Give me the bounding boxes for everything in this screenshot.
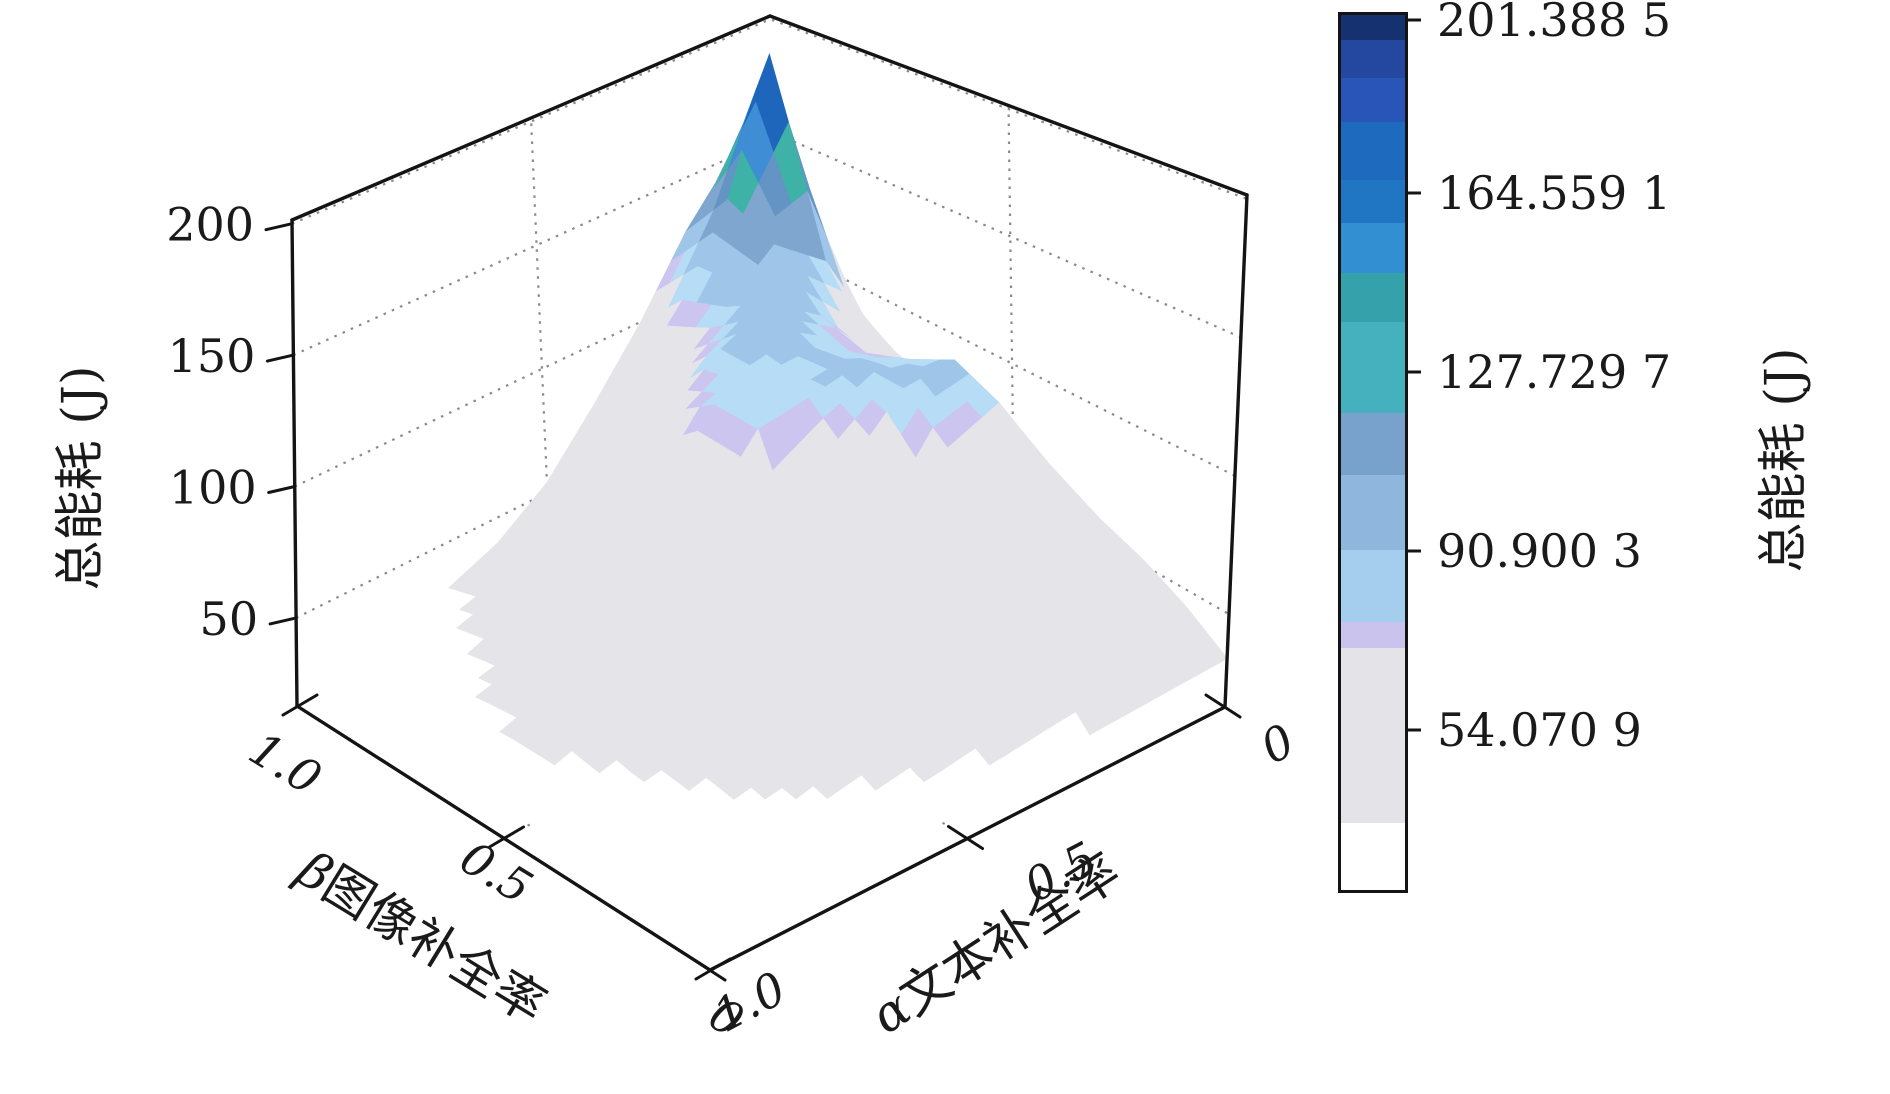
- colorbar-band: [1341, 78, 1405, 122]
- pane-gridline-beta: [1007, 105, 1017, 577]
- colorbar-band: [1341, 475, 1405, 550]
- colorbar-tick-label: 164.559 1: [1437, 166, 1671, 220]
- colorbar-band: [1341, 273, 1405, 322]
- colorbar-band: [1341, 550, 1405, 622]
- colorbar: [1341, 15, 1405, 890]
- colorbar-band: [1341, 648, 1405, 823]
- colorbar-border: [1338, 12, 1408, 893]
- alpha-tick-label: 0: [1252, 713, 1303, 774]
- beta-tick-mark: [281, 693, 319, 717]
- beta-tick-label: 0.5: [451, 830, 542, 914]
- axes-box-edge: [290, 218, 299, 708]
- colorbar-band: [1341, 413, 1405, 475]
- pane-gridline-z: [291, 18, 1248, 225]
- axes-box-edge: [1223, 193, 1249, 709]
- colorbar-title: 总能耗 (J): [1754, 348, 1812, 573]
- colorbar-band: [1341, 15, 1405, 40]
- z-tick-mark: [268, 616, 298, 626]
- z-tick-mark: [265, 353, 295, 363]
- beta-tick-mark: [488, 825, 525, 849]
- colorbar-tick-label: 201.388 5: [1437, 0, 1671, 47]
- colorbar-tick-label: 54.070 9: [1437, 703, 1642, 757]
- alpha-axis-name: 文本补全率: [889, 842, 1130, 1027]
- z-tick-mark: [267, 485, 297, 494]
- z-tick-mark: [264, 222, 294, 232]
- colorbar-tick-label: 127.729 7: [1437, 345, 1671, 399]
- alpha-tick-mark: [689, 956, 727, 982]
- axes-box-edge: [768, 14, 1249, 197]
- colorbar-band: [1341, 40, 1405, 78]
- beta-tick-label: 1.0: [240, 721, 331, 805]
- beta-tick-mark: [694, 957, 732, 981]
- axes-box-edge: [290, 14, 772, 222]
- z-tick-label: 150: [168, 329, 256, 383]
- colorbar-band: [1341, 180, 1405, 223]
- colorbar-band: [1341, 223, 1405, 273]
- z-tick-label: 50: [200, 592, 259, 646]
- colorbar-tick-label: 90.900 3: [1437, 524, 1642, 578]
- z-axis-title: 总能耗 (J): [51, 366, 109, 591]
- colorbar-band: [1341, 622, 1405, 648]
- z-tick-label: 100: [169, 461, 257, 515]
- z-tick-label: 200: [166, 198, 254, 252]
- colorbar-band: [1341, 322, 1405, 413]
- surface-quad: [695, 926, 729, 948]
- surface-mesh: [295, 53, 1228, 948]
- alpha-tick-mark: [1204, 693, 1242, 719]
- colorbar-tick-marks: [1405, 18, 1421, 732]
- axis-tick-marks: [264, 222, 1242, 982]
- colorbar-band: [1341, 122, 1405, 180]
- colorbar-band: [1341, 823, 1405, 890]
- alpha-tick-mark: [947, 825, 984, 850]
